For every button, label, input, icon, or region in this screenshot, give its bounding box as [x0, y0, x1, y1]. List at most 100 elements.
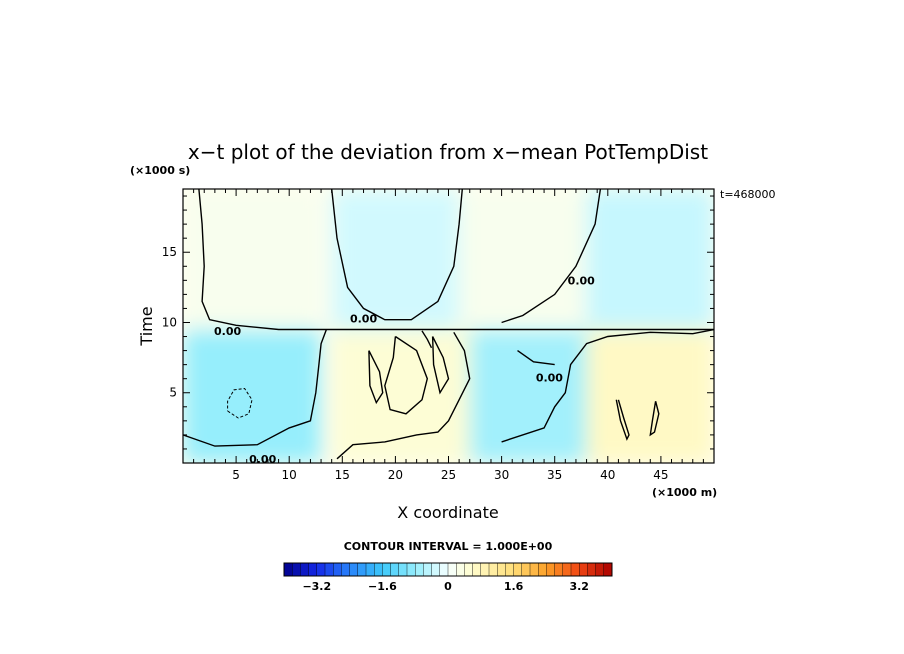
field-region-upper-far-right-cool: [586, 189, 714, 330]
x-tick-label: 30: [494, 468, 509, 482]
zero-contour-line: [501, 328, 714, 443]
y-axis-title: Time: [137, 306, 156, 346]
colorbar-swatch: [283, 562, 293, 577]
colorbar-swatch: [587, 562, 597, 577]
colorbar-swatch: [300, 562, 310, 577]
colorbar-swatch: [423, 562, 433, 577]
colorbar-swatch: [464, 562, 474, 577]
colorbar-swatch: [546, 562, 556, 577]
x-unit-label: (×1000 m): [652, 486, 717, 499]
colorbar-swatch: [415, 562, 424, 577]
colorbar-swatch: [349, 562, 359, 577]
y-tick-label: 5: [169, 386, 177, 400]
colorbar-swatch: [480, 562, 490, 577]
y-tick-label: 15: [162, 245, 177, 259]
colorbar-swatch: [398, 562, 408, 577]
colorbar-swatch: [505, 562, 515, 577]
field-region-lower-center-warm: [331, 329, 470, 463]
zero-contour-line: [368, 350, 384, 405]
zero-contour-line: [331, 189, 463, 321]
colorbar-swatch: [341, 562, 351, 577]
colorbar-swatch: [390, 562, 400, 577]
colorbar-swatch: [357, 562, 367, 577]
field-region-upper-right-warm: [459, 189, 587, 330]
colorbar-swatch: [439, 562, 449, 577]
colorbar-swatch: [316, 562, 326, 577]
field-region-upper-left-warm: [183, 189, 322, 330]
colorbar-tick-label: 1.6: [504, 580, 524, 593]
zero-contour-line: [431, 336, 450, 395]
colorbar-swatch: [570, 562, 580, 577]
x-tick-label: 15: [335, 468, 350, 482]
contour-interval-label: CONTOUR INTERVAL = 1.000E+00: [344, 540, 553, 553]
y-unit-label: (×1000 s): [130, 164, 190, 177]
colorbar-swatch: [595, 562, 605, 577]
zero-contour-line: [384, 335, 429, 415]
colorbar-swatch: [579, 562, 588, 577]
colorbar-swatch: [382, 562, 392, 577]
zero-contour-line: [198, 189, 714, 331]
colorbar-ticks: −3.2 −1.6 0 1.6 3.2: [302, 580, 589, 593]
x-tick-label: 45: [653, 468, 668, 482]
contour-lines: [183, 189, 714, 460]
contour-labels: 0.00 0.00 0.00 0.00 0.00: [214, 274, 595, 465]
contour-value-label: 0.00: [214, 325, 241, 338]
zero-contour-line: [501, 189, 602, 324]
heatmap-field: [183, 189, 714, 463]
colorbar-swatch: [333, 562, 342, 577]
field-region-lower-right-warm: [586, 329, 714, 463]
contour-value-label: 0.00: [350, 312, 377, 325]
colorbar-swatch: [324, 562, 334, 577]
contour-value-label: 0.00: [568, 274, 595, 287]
colorbar-swatch: [308, 562, 318, 577]
colorbar-swatch: [431, 562, 441, 577]
colorbar-swatch: [406, 562, 416, 577]
x-tick-label: 40: [600, 468, 615, 482]
colorbar-swatch: [521, 562, 531, 577]
colorbar-swatch: [513, 562, 523, 577]
colorbar-swatch: [529, 562, 539, 577]
time-annotation: t=468000: [720, 188, 776, 201]
field-region-upper-center-cool: [331, 189, 460, 330]
zero-contour-line: [183, 329, 328, 447]
x-tick-label: 5: [232, 468, 240, 482]
colorbar-swatch: [472, 562, 482, 577]
colorbar-swatch: [447, 562, 457, 577]
colorbar-swatch: [562, 562, 572, 577]
colorbar-swatch: [554, 562, 564, 577]
x-tick-label: 20: [388, 468, 403, 482]
contour-value-label: 0.00: [536, 371, 563, 384]
colorbar-swatch: [374, 562, 383, 577]
colorbar-swatch: [292, 562, 301, 577]
colorbar-tick-label: −3.2: [302, 580, 331, 593]
zero-contour-line: [615, 399, 630, 441]
colorbar-tick-label: −1.6: [368, 580, 397, 593]
colorbar-tick-label: 3.2: [569, 580, 589, 593]
field-region-lower-mid-cool: [469, 329, 587, 463]
contour-value-label: 0.00: [249, 453, 276, 466]
zero-contour-line: [336, 331, 471, 460]
y-tick-label: 10: [162, 315, 177, 329]
zero-contour-line: [649, 401, 660, 437]
zero-contour-line: [421, 330, 433, 349]
x-axis-ticks: 5 10 15 20 25 30 35 40 45: [193, 189, 704, 482]
x-tick-label: 10: [282, 468, 297, 482]
colorbar-swatch: [603, 562, 613, 577]
colorbar: [283, 562, 613, 577]
colorbar-swatch: [488, 562, 498, 577]
colorbar-swatch: [497, 562, 506, 577]
chart-title: x−t plot of the deviation from x−mean Po…: [188, 140, 708, 164]
colorbar-swatch: [365, 562, 375, 577]
x-tick-label: 35: [547, 468, 562, 482]
colorbar-swatch: [538, 562, 547, 577]
negative-contour-line: [227, 387, 253, 419]
colorbar-frame: [283, 562, 613, 577]
colorbar-tick-label: 0: [444, 580, 452, 593]
x-tick-label: 25: [441, 468, 456, 482]
colorbar-swatch: [456, 562, 465, 577]
field-region-lower-left-cool: [183, 329, 322, 463]
x-axis-title: X coordinate: [397, 503, 498, 522]
y-axis-ticks: 5 10 15: [162, 195, 714, 450]
zero-contour-line: [517, 350, 555, 366]
